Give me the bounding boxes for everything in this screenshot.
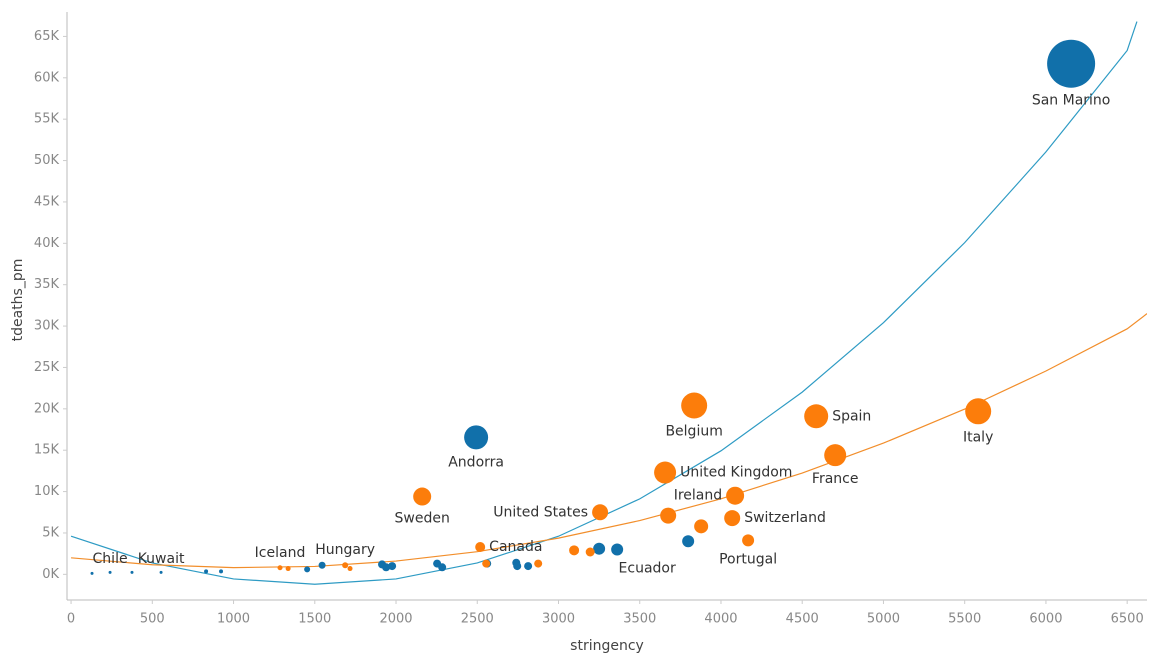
point-label: Ecuador	[619, 561, 676, 577]
bubble	[804, 404, 829, 429]
point-label: Chile	[93, 551, 128, 567]
bubble	[464, 425, 489, 450]
x-tick-label: 1000	[217, 612, 250, 627]
point-label: Portugal	[719, 551, 777, 567]
bubble	[482, 559, 491, 568]
bubble	[524, 562, 533, 571]
x-tick-label: 5000	[867, 612, 900, 627]
x-tick-label: 4500	[786, 612, 819, 627]
y-tick-label: 10K	[34, 484, 60, 499]
point-label: Italy	[963, 429, 993, 445]
x-tick-label: 1500	[298, 612, 331, 627]
y-tick-label: 5K	[42, 525, 59, 540]
bubble	[388, 562, 397, 571]
bubble	[726, 486, 745, 505]
trend-line	[71, 313, 1147, 569]
bubble	[318, 561, 326, 569]
x-tick-label: 6000	[1029, 612, 1062, 627]
x-tick-label: 3000	[542, 612, 575, 627]
bubble	[130, 570, 134, 574]
point-label: Andorra	[448, 454, 504, 470]
y-tick-label: 50K	[34, 153, 60, 168]
bubble	[159, 570, 163, 574]
bubble	[654, 461, 677, 484]
bubble	[660, 507, 677, 524]
point-label: Sweden	[395, 511, 450, 527]
x-tick-label: 2000	[379, 612, 412, 627]
bubble	[204, 569, 209, 574]
bubble	[682, 535, 695, 548]
point-label: United States	[493, 504, 588, 520]
y-tick-label: 20K	[34, 401, 60, 416]
y-axis-title: tdeaths_pm	[10, 259, 26, 342]
point-label: Switzerland	[744, 510, 826, 526]
bubble	[378, 560, 387, 569]
bubble	[742, 534, 755, 547]
bubble	[694, 519, 709, 534]
y-tick-label: 65K	[34, 29, 60, 44]
point-label: Spain	[832, 408, 871, 424]
bubble	[965, 398, 992, 425]
bubble	[593, 542, 606, 555]
x-tick-label: 5500	[948, 612, 981, 627]
bubble	[681, 392, 708, 419]
x-tick-label: 2500	[461, 612, 494, 627]
y-tick-label: 30K	[34, 319, 60, 334]
x-tick-label: 500	[140, 612, 165, 627]
point-label: Ireland	[674, 488, 722, 504]
point-label: Iceland	[255, 545, 306, 561]
bubble	[342, 562, 349, 569]
trend-line	[70, 21, 1138, 585]
x-tick-label: 6500	[1111, 612, 1144, 627]
y-tick-label: 35K	[34, 277, 60, 292]
bubble	[592, 504, 609, 521]
bubble	[277, 565, 283, 571]
y-tick-label: 55K	[34, 112, 60, 127]
bubble	[433, 559, 442, 568]
x-tick-label: 4000	[704, 612, 737, 627]
bubble	[475, 542, 486, 553]
x-tick-label: 3500	[623, 612, 656, 627]
x-axis-title: stringency	[570, 638, 644, 654]
bubble	[285, 566, 291, 572]
bubble	[347, 566, 353, 572]
point-label: Belgium	[665, 424, 722, 440]
y-tick-label: 15K	[34, 443, 60, 458]
bubble	[513, 562, 522, 571]
bubble	[413, 487, 432, 506]
point-label: San Marino	[1032, 93, 1111, 109]
bubble	[1047, 39, 1096, 88]
point-label: United Kingdom	[680, 465, 792, 481]
bubble	[534, 559, 543, 568]
point-label: Canada	[489, 539, 542, 555]
bubble	[90, 571, 94, 575]
point-label: Kuwait	[138, 551, 185, 567]
y-tick-label: 40K	[34, 236, 60, 251]
point-label: France	[812, 471, 859, 487]
bubble	[219, 569, 224, 574]
y-tick-label: 45K	[34, 194, 60, 209]
y-tick-label: 0K	[42, 567, 59, 582]
bubble	[304, 566, 311, 573]
bubble	[611, 543, 624, 556]
bubble	[724, 510, 741, 527]
x-tick-label: 0	[67, 612, 75, 627]
y-tick-label: 60K	[34, 70, 60, 85]
bubble	[585, 547, 595, 557]
point-label: Hungary	[315, 542, 375, 558]
y-tick-label: 25K	[34, 360, 60, 375]
bubble	[569, 545, 580, 556]
bubble	[824, 444, 847, 467]
bubble	[108, 570, 112, 574]
